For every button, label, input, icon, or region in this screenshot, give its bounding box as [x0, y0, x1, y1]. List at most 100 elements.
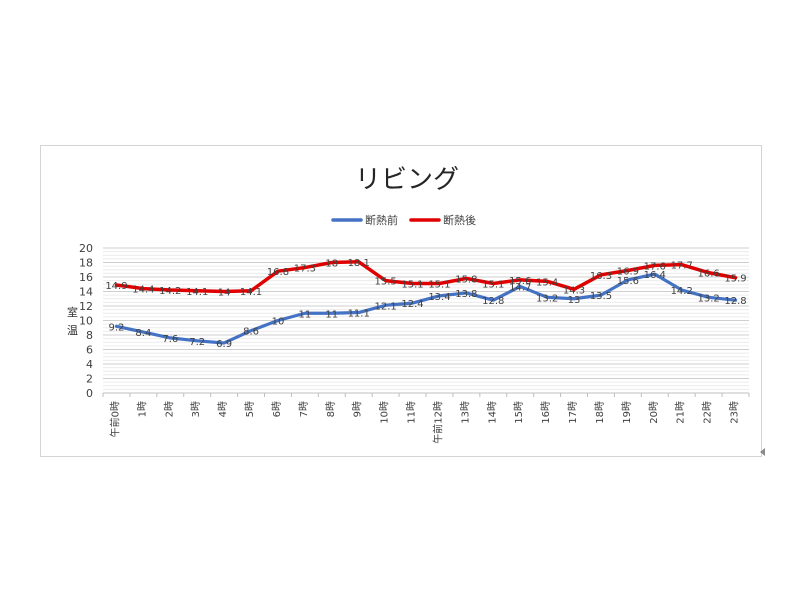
data-label: 8.4: [135, 328, 151, 339]
data-label: 13.4: [428, 292, 450, 303]
data-label: 15.1: [401, 280, 423, 291]
y-axis-title-char: 温: [67, 324, 78, 337]
data-label: 18.1: [348, 258, 370, 269]
data-label: 6.9: [216, 339, 232, 350]
y-tick-label: 0: [86, 387, 93, 400]
data-label: 14.3: [563, 285, 585, 296]
x-tick-label: 17時: [567, 401, 579, 424]
data-label: 13.2: [536, 293, 558, 304]
data-label: 17.6: [644, 261, 666, 272]
y-tick-label: 18: [79, 257, 93, 270]
x-tick-label: 6時: [271, 401, 283, 417]
data-label: 12.8: [482, 296, 504, 307]
data-label: 8.6: [243, 327, 259, 338]
x-tick-label: 16時: [540, 401, 552, 424]
data-label: 14.4: [132, 285, 154, 296]
data-label: 14.7: [509, 282, 531, 293]
data-label: 15.6: [509, 276, 531, 287]
series-line-1: [114, 272, 738, 345]
data-label: 12.1: [374, 301, 396, 312]
y-axis-title-char: 室: [67, 305, 78, 319]
x-tick-label: 4時: [217, 401, 229, 417]
x-tick-label: 13時: [459, 401, 471, 424]
gridlines: [102, 247, 750, 397]
y-tick-label: 8: [86, 329, 93, 342]
series-lines: [114, 260, 738, 345]
data-labels: 9.2 8.4 7.6 7.2 6.9 8.6 10 11 11 11.1 12.1 12.4 13.4…: [105, 258, 746, 350]
y-tick-label: 4: [86, 358, 93, 371]
data-label: 7.2: [189, 337, 205, 348]
data-label: 13.5: [590, 291, 612, 302]
y-tick-label: 20: [79, 242, 93, 255]
data-label: 15.6: [617, 276, 639, 287]
legend-label: 断熱前: [365, 213, 398, 227]
x-tick-label: 7時: [298, 401, 310, 417]
data-label: 15.9: [724, 274, 746, 285]
data-label: 15.8: [455, 274, 477, 285]
data-label: 15.4: [536, 277, 558, 288]
x-axis-ticks: 午前0時 1時 2時 3時 4時 5時 6時 7時 8時 9時 10時 11時 午前12時 13時 14時 1…: [108, 401, 740, 444]
data-label: 14.9: [105, 281, 127, 292]
y-axis-title: 室温: [67, 305, 78, 337]
chart-title: リビング: [355, 165, 459, 195]
x-tick-label: 20時: [648, 401, 660, 424]
y-tick-label: 14: [79, 286, 93, 299]
data-label: 17.3: [294, 264, 316, 275]
x-tick-label: 19時: [621, 401, 633, 424]
data-label: 11: [325, 309, 338, 320]
x-tick-label: 22時: [702, 401, 714, 424]
resize-handle[interactable]: [760, 448, 765, 456]
series-line-2: [114, 260, 738, 294]
y-tick-label: 16: [79, 271, 93, 284]
x-tick-label: 午前0時: [108, 401, 121, 437]
data-label: 12.4: [401, 299, 423, 310]
x-tick-label: 11時: [406, 401, 418, 424]
data-label: 13.8: [455, 289, 477, 300]
x-tick-label: 2時: [163, 401, 175, 417]
data-label: 15.5: [374, 277, 396, 288]
chart-area[interactable]: リビング 断熱前 断熱後 0 2 4 6 8 10 12 14 16 18 20 午前0時 1時 2時 3時…: [40, 145, 762, 457]
x-tick-label: 1時: [136, 401, 148, 417]
data-label: 11.1: [348, 309, 370, 320]
x-tick-label: 3時: [190, 401, 202, 417]
x-tick-label: 21時: [675, 401, 687, 424]
legend-label: 断熱後: [443, 213, 476, 227]
x-tick-label: 23時: [729, 401, 741, 424]
y-tick-label: 10: [79, 315, 93, 328]
y-tick-label: 2: [86, 373, 93, 386]
data-label: 16.3: [590, 271, 612, 282]
data-label: 16.8: [267, 267, 289, 278]
x-tick-label: 18時: [594, 401, 606, 424]
data-label: 10: [272, 317, 285, 328]
x-tick-label: 9時: [352, 401, 364, 417]
data-label: 13.2: [697, 293, 719, 304]
data-label: 11: [299, 309, 312, 320]
x-tick-label: 10時: [379, 401, 391, 424]
data-label: 15.1: [482, 280, 504, 291]
legend: 断熱前 断熱後: [331, 213, 476, 227]
x-tick-label: 5時: [244, 401, 256, 417]
y-tick-label: 6: [86, 344, 93, 357]
data-label: 17.7: [671, 261, 693, 272]
data-label: 14.1: [186, 287, 208, 298]
data-label: 14.2: [159, 286, 181, 297]
data-label: 16.4: [644, 270, 666, 281]
data-label: 14.2: [671, 286, 693, 297]
x-tick-label: 14時: [486, 401, 498, 424]
data-label: 9.2: [109, 322, 125, 333]
y-tick-label: 12: [79, 300, 93, 313]
data-label: 18: [325, 259, 338, 270]
x-tick-label: 8時: [325, 401, 337, 417]
data-label: 13: [568, 295, 581, 306]
data-label: 7.6: [162, 334, 178, 345]
data-label: 12.8: [724, 296, 746, 307]
data-label: 14.1: [240, 287, 262, 298]
data-label: 15.1: [428, 280, 450, 291]
data-label: 14: [218, 288, 231, 299]
data-label: 16.6: [697, 269, 719, 280]
data-label: 16.9: [617, 266, 639, 277]
x-tick-label: 午前12時: [431, 401, 444, 444]
x-tick-label: 15時: [513, 401, 525, 424]
